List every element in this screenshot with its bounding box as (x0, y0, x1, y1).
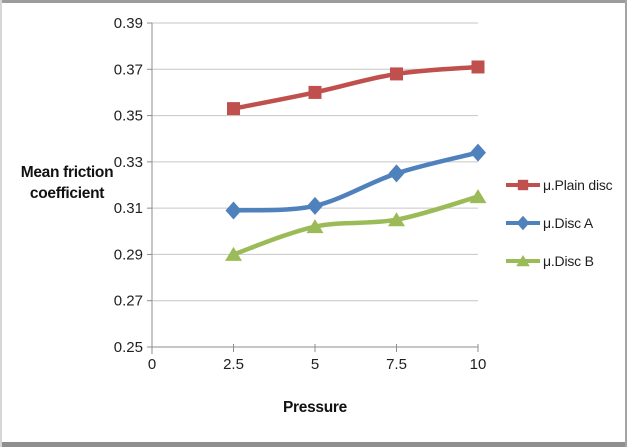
x-tick-label: 10 (470, 356, 487, 373)
frame-border-top (0, 0, 627, 3)
series-line-1 (231, 150, 481, 213)
series-line-0 (231, 64, 481, 111)
marker-triangle (388, 212, 405, 227)
legend-item-0: μ.Plain disc (505, 176, 613, 193)
legend-label: μ.Plain disc (543, 176, 613, 193)
marker-square (517, 179, 529, 190)
marker-triangle (516, 254, 530, 266)
x-tick-label: 5 (311, 356, 319, 373)
y-tick-label: 0.37 (114, 61, 143, 78)
legend-label: μ.Disc A (543, 214, 594, 231)
y-tick-label: 0.31 (114, 200, 143, 217)
marker-square (227, 102, 240, 116)
y-tick-label: 0.33 (114, 154, 143, 171)
marker-diamond (388, 164, 405, 183)
marker-triangle (469, 189, 487, 204)
y-axis-title: Mean friction coefficient (20, 164, 114, 202)
x-axis-title: Pressure (283, 399, 347, 416)
marker-diamond (470, 143, 486, 162)
frame-border-bottom (0, 442, 627, 447)
legend-triangle-icon (506, 254, 540, 266)
marker-square (471, 60, 485, 74)
marker-square (390, 67, 403, 81)
legend-diamond-icon (506, 215, 540, 230)
frame-border-right (625, 0, 627, 447)
y-tick-label: 0.39 (114, 15, 143, 32)
marker-diamond (307, 196, 323, 215)
legend-label: μ.Disc B (543, 252, 594, 269)
legend: μ.Plain disc μ.Disc A μ.Disc B (505, 176, 613, 269)
marker-triangle (225, 246, 242, 261)
marker-triangle (306, 219, 324, 234)
legend-item-2: μ.Disc B (505, 252, 612, 269)
legend-square-icon (506, 179, 540, 190)
x-tick-label: 7.5 (386, 356, 407, 373)
y-tick-label: 0.25 (114, 339, 143, 356)
x-tick-label: 0 (148, 356, 156, 373)
x-tick-label: 2.5 (223, 356, 244, 373)
y-tick-label: 0.27 (114, 293, 143, 310)
marker-square (308, 85, 322, 99)
y-tick-label: 0.35 (114, 108, 143, 125)
frame-border-left (0, 0, 2, 447)
legend-item-1: μ.Disc A (505, 214, 612, 231)
y-tick-label: 0.29 (114, 246, 143, 263)
marker-diamond (516, 215, 530, 230)
series-line-2 (231, 194, 481, 257)
marker-diamond (225, 201, 242, 220)
